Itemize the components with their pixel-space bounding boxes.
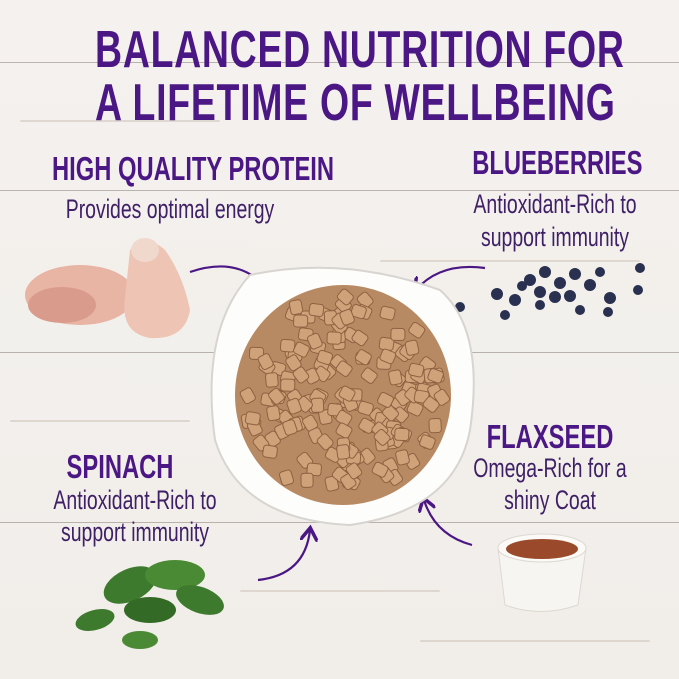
kibble-piece — [373, 428, 391, 446]
blueberries-line-2: support immunity — [480, 222, 630, 252]
kibble-piece — [338, 385, 356, 402]
kibble-piece — [360, 367, 378, 384]
kibble-piece — [266, 405, 281, 422]
flaxseed-line-1: Omega-Rich for a — [473, 453, 627, 483]
kibble-piece — [265, 372, 279, 388]
kibble-piece — [262, 444, 278, 459]
flaxseed-ramekin-image — [497, 533, 587, 612]
kibble-piece — [285, 354, 302, 372]
kibble-piece — [357, 400, 374, 416]
kibble-piece — [351, 329, 369, 347]
kibble-piece — [394, 427, 410, 442]
kibble-piece — [280, 378, 296, 392]
kibble-piece — [408, 362, 425, 378]
kibble-piece — [288, 299, 304, 316]
kibble-piece — [306, 462, 322, 477]
kibble-piece — [286, 397, 302, 415]
kibble-piece — [428, 417, 442, 434]
kibble-piece — [324, 475, 340, 492]
kibble-piece — [379, 348, 397, 365]
kibble-piece — [427, 368, 444, 384]
kibble-piece — [239, 387, 256, 405]
kibble-piece — [345, 462, 363, 480]
kibble-piece — [354, 349, 372, 366]
kibble-piece — [293, 341, 310, 358]
kibble-piece — [377, 391, 394, 408]
bowl-of-kibble-image — [210, 266, 475, 527]
kibble-piece — [395, 449, 410, 466]
kibble-piece — [300, 472, 314, 488]
kibble-piece — [390, 327, 406, 341]
kibble-piece — [433, 388, 451, 406]
kibble-piece — [335, 422, 353, 439]
kibble-piece — [336, 444, 351, 460]
title-line-1: BALANCED NUTRITION FOR — [95, 21, 625, 79]
spinach-heading: SPINACH — [66, 448, 174, 485]
kibble-piece — [282, 419, 298, 436]
kibble-piece — [335, 360, 353, 377]
kibble-piece — [350, 304, 367, 320]
kibble-piece — [404, 339, 420, 356]
kibble-piece — [279, 338, 296, 353]
arrow-icon — [424, 500, 473, 547]
kibble-piece — [419, 434, 436, 450]
blueberries-image — [455, 263, 645, 320]
kibble-piece — [244, 411, 261, 426]
kibble-piece — [268, 387, 285, 405]
kibble-piece — [408, 321, 426, 339]
kibble-piece — [293, 314, 309, 328]
blueberries-heading: BLUEBERRIES — [472, 144, 643, 181]
blueberries-line-1: Antioxidant-Rich to — [473, 189, 637, 219]
spinach-line-2: support immunity — [60, 517, 210, 547]
kibble-piece — [379, 305, 396, 321]
kibble-piece — [339, 308, 355, 326]
spinach-line-1: Antioxidant-Rich to — [53, 485, 217, 515]
kibble-piece — [308, 302, 325, 317]
kibble-piece — [316, 433, 334, 451]
protein-text: Provides optimal energy — [65, 194, 275, 224]
kibble-piece — [388, 369, 403, 386]
kibble-piece — [371, 461, 389, 478]
kibble-piece — [336, 288, 354, 306]
spinach-leaves-image — [75, 560, 224, 649]
flaxseed-heading: FLAXSEED — [486, 418, 614, 455]
kibble-piece — [257, 353, 274, 371]
flaxseed-line-2: shiny Coat — [504, 485, 596, 515]
arrow-icon — [257, 530, 310, 582]
chicken-drumsticks-image — [25, 238, 190, 339]
kibble-piece — [422, 396, 440, 413]
kibble-piece — [406, 400, 424, 417]
title-line-2: A LIFETIME OF WELLBEING — [95, 74, 616, 132]
kibble-piece — [307, 332, 323, 350]
kibble-piece — [382, 404, 399, 422]
kibble-piece — [326, 331, 342, 345]
kibble-piece — [278, 469, 295, 486]
